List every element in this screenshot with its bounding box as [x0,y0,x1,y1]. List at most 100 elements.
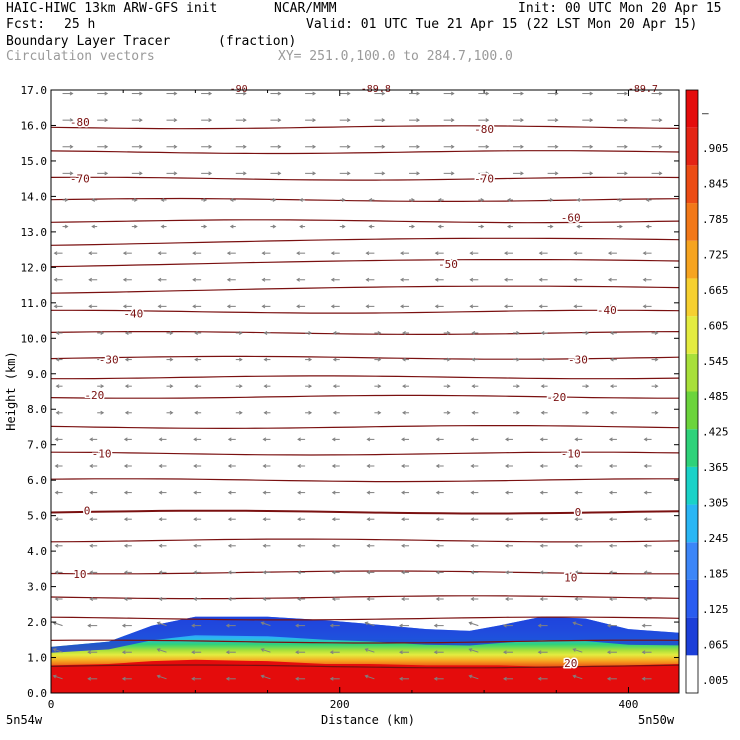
vector-head [55,357,60,362]
fcst-label: Fcst: [6,17,46,32]
y-tick-label: 1.0 [27,652,47,665]
y-tick-label: 5.0 [27,510,47,523]
vector-head [539,543,544,548]
contour-label: -80 [70,116,90,129]
colorbar-segment [686,391,698,430]
y-tick-label: 10.0 [21,332,48,345]
vector-head [226,251,231,256]
vector-head [366,597,371,601]
contour-label: -60 [561,212,581,225]
vector-head [123,570,128,575]
vector-head [100,384,105,389]
vector-head [401,464,405,468]
colorbar-label: .425 [702,426,729,439]
isotherm [51,125,679,130]
vector-head [238,330,243,335]
vector-head [516,410,520,415]
vector-head [87,650,92,655]
colorbar-segment [686,466,698,505]
vector-head [505,517,509,522]
y-tick-label: 13.0 [21,226,48,239]
colorbar-segment [686,542,698,580]
contour-label: -70 [474,173,494,186]
vector-head [503,623,507,628]
vector-head [504,251,508,256]
vector-head [411,197,416,202]
vector-head [64,224,69,229]
vector-head [574,543,579,548]
vector-head [446,330,451,335]
vector-head [331,570,336,575]
vector-head [589,118,594,123]
vector-head [123,517,128,522]
vector-head [194,384,198,389]
vector-head [341,224,346,229]
circulation-vectors [52,91,663,681]
vector-head [88,304,93,309]
isotherm [51,664,679,669]
org-label: NCAR/MMM [274,1,337,16]
vector-head [123,437,128,442]
vector-head [238,357,243,362]
vector-head [609,357,614,362]
vector-head [89,570,94,575]
isotherm [51,394,679,399]
contour-label: 0 [575,506,582,519]
vector [469,675,479,680]
vector-head [435,490,440,495]
y-tick-label: 12.0 [21,261,48,274]
colorbar-label: .065 [702,639,729,652]
vector-head [193,597,197,601]
vector [157,648,167,653]
vector-head [607,277,612,282]
vector-head [540,384,545,389]
vector [365,648,375,653]
vector-head [297,543,301,548]
vector-head [89,490,94,495]
vector-head [485,171,490,176]
vector-head [539,490,544,495]
vector-head [503,676,507,681]
vector-head [437,197,442,202]
contour-labels: -80 -80 -70 -70 -60 -50 -40 -40 -30 -30 -20 -20 -10 -… [68,84,658,671]
vector-head [450,118,455,123]
vector-head [193,464,197,468]
vector-head [365,251,370,256]
vector-head [540,357,545,362]
colorbar-label: .845 [702,177,729,190]
vector-head [573,304,578,309]
vector-head [585,357,590,362]
vector-head [471,330,476,335]
vector-head [54,464,59,468]
isotherm [51,309,679,314]
vector-head [400,304,404,309]
vector-head [433,623,438,628]
vector-head [654,330,659,335]
vector-head [89,464,94,468]
vector-head [549,197,554,202]
vector-head [192,304,196,309]
vector-head [193,543,197,548]
vector-head [377,330,382,335]
colorbar-label: .785 [702,213,729,226]
vector [573,622,583,627]
vector-head [366,437,371,442]
vector-head [346,144,351,149]
vector-head [169,330,174,335]
colorbar-segment [686,278,698,317]
vector-head [226,277,231,282]
vector-head [89,543,94,548]
vector-head [124,410,129,415]
x-tick-label: 400 [619,698,639,711]
vector-head [537,676,542,681]
vector-head [242,118,247,123]
vector-head [468,648,473,652]
vector-head [643,490,648,495]
vector-head [505,543,509,548]
vector-head [91,224,96,229]
vector-head [608,517,613,522]
y-tick-label: 0.0 [27,687,47,700]
vector-head [470,437,475,442]
vector-head [505,597,509,601]
model-title: HAIC-HIWC 13km ARW-GFS init [6,1,218,16]
